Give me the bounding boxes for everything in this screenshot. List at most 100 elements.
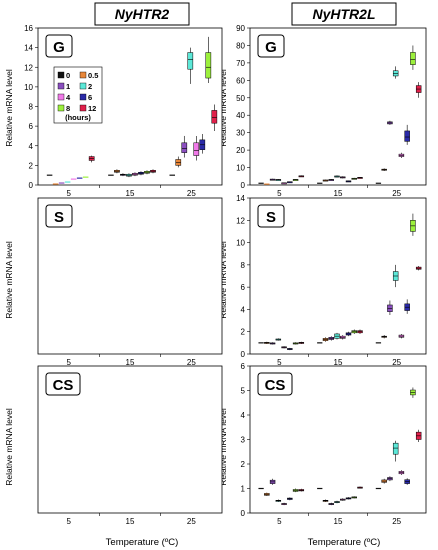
- box-25c-4h: [193, 135, 200, 161]
- box-15c-0_5h: [322, 337, 329, 342]
- box-5c-8h: [292, 488, 299, 493]
- box-5c-1h: [269, 342, 276, 345]
- box-5c-2h: [275, 338, 282, 341]
- box-25c-0_5h: [381, 335, 387, 339]
- y-tick-label: 90: [236, 24, 245, 33]
- panel-label-box: [257, 204, 285, 228]
- panel-g-1: G 5 15 25 0 10 20 30 40 50 60 70 80 90: [236, 24, 427, 198]
- box-iqr: [410, 52, 416, 65]
- legend-label: 8: [66, 104, 70, 113]
- box-15c-12h: [150, 169, 156, 174]
- box-25c-6h: [404, 478, 410, 485]
- box-25c-0_5h: [381, 168, 387, 172]
- x-tick-label: 15: [126, 358, 135, 367]
- panel-label-box: [257, 372, 293, 396]
- box-15c-12h: [357, 486, 363, 489]
- y-tick-label: 12: [24, 63, 33, 72]
- x-tick-label: 25: [187, 358, 196, 367]
- y-tick-label: 3: [241, 436, 246, 445]
- box-15c-1h: [328, 336, 334, 341]
- legend-swatch: [57, 104, 65, 112]
- box-25c-2h: [392, 440, 399, 462]
- box-15c-2h: [126, 173, 132, 178]
- y-tick-label: 0: [29, 181, 34, 190]
- x-tick-label: 5: [66, 189, 71, 198]
- box-25c-12h: [415, 265, 422, 271]
- box-5c-1h: [269, 478, 276, 485]
- legend-label: 1: [66, 82, 70, 91]
- box-15c-2h: [334, 175, 340, 178]
- box-15c-0_5h: [322, 179, 329, 182]
- legend-label: 0: [66, 71, 70, 80]
- box-5c-0_5h: [264, 341, 270, 344]
- box-25c-12h: [415, 429, 422, 442]
- box-iqr: [181, 142, 188, 153]
- box-25c-2h: [392, 264, 399, 288]
- box-iqr: [211, 110, 218, 124]
- box-5c-6h: [287, 497, 293, 501]
- box-25c-8h: [410, 387, 416, 398]
- box-25c-4h: [398, 152, 405, 158]
- y-tick-label: 0: [241, 181, 246, 190]
- box-5c-1h: [269, 178, 276, 181]
- box-25c-8h: [410, 45, 416, 70]
- column-title-box-right: [291, 2, 397, 26]
- box-15c-8h: [351, 329, 357, 334]
- box-25c-1h: [181, 135, 188, 158]
- box-5c-12h: [298, 175, 305, 178]
- box-15c-1h: [328, 179, 334, 181]
- box-iqr: [205, 52, 212, 79]
- box-5c-6h: [287, 181, 293, 184]
- box-15c-0_5h: [322, 499, 329, 502]
- box-25c-1h: [387, 300, 393, 315]
- box-25c-2h: [392, 66, 399, 79]
- box-5c-6h: [287, 347, 293, 351]
- box-15c-1h: [120, 173, 126, 177]
- box-25c-12h: [415, 82, 422, 98]
- box-5c-12h: [298, 488, 305, 492]
- x-tick-label: 5: [277, 517, 282, 526]
- box-15c-6h: [345, 497, 352, 500]
- y-tick-label: 10: [236, 239, 245, 248]
- box-15c-8h: [144, 170, 150, 175]
- y-tick-label: 70: [236, 59, 245, 68]
- box-15c-8h: [351, 177, 357, 180]
- y-tick-label: 20: [236, 146, 245, 155]
- y-tick-label: 8: [29, 103, 34, 112]
- y-tick-label: 2: [29, 161, 34, 170]
- x-tick-label: 5: [66, 358, 71, 367]
- y-tick-label: 10: [24, 83, 33, 92]
- y-tick-label: 80: [236, 41, 245, 50]
- box-iqr: [392, 442, 399, 455]
- x-tick-label: 15: [126, 517, 135, 526]
- box-iqr: [404, 130, 410, 142]
- y-tick-label: 0: [241, 509, 246, 518]
- box-15c-4h: [340, 176, 346, 179]
- box-iqr: [187, 52, 194, 70]
- y-tick-label: 50: [236, 94, 245, 103]
- y-tick-label: 10: [236, 164, 245, 173]
- column-title-right: NyHTR2L: [312, 6, 375, 22]
- y-tick-label: 30: [236, 129, 245, 138]
- x-tick-label: 5: [66, 517, 71, 526]
- panel-label: G: [265, 39, 277, 56]
- x-tick-label: 15: [334, 517, 343, 526]
- y-tick-label: 14: [236, 194, 245, 203]
- box-25c-1h: [387, 120, 393, 125]
- box-15c-8h: [351, 496, 357, 499]
- panel-label: S: [266, 209, 276, 226]
- box-5c-4h: [281, 346, 287, 349]
- x-tick-label: 15: [126, 189, 135, 198]
- box-15c-4h: [340, 498, 346, 501]
- panel-label-box: [45, 204, 73, 228]
- box-25c-8h: [410, 213, 416, 236]
- legend-label: 4: [66, 93, 71, 102]
- x-tick-label: 15: [334, 358, 343, 367]
- box-25c-6h: [404, 124, 410, 145]
- y-tick-label: 8: [241, 261, 246, 270]
- box-25c-4h: [398, 333, 405, 339]
- box-15c-2h: [334, 332, 340, 340]
- legend-units: (hours): [65, 113, 91, 122]
